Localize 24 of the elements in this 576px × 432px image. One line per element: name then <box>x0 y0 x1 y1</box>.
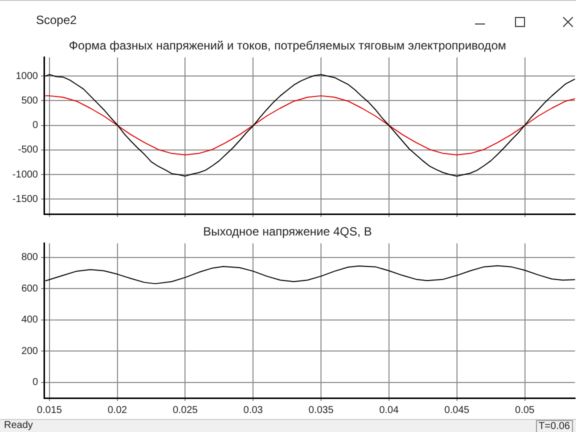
x-tick-label: 0.03 <box>243 404 264 416</box>
chart-title: Форма фазных напряжений и токов, потребляемых тяговым электроприводом <box>68 38 506 53</box>
y-tick-label: 1000 <box>16 70 38 82</box>
x-tick-label: 0.045 <box>444 404 470 416</box>
y-tick-label: 500 <box>21 95 38 106</box>
text: Scope2 <box>36 13 77 27</box>
y-tick-label: 800 <box>21 252 38 264</box>
text: T=0.06 <box>536 420 573 432</box>
y-tick-label: 600 <box>21 283 38 294</box>
y-tick-label: -1000 <box>12 169 38 180</box>
y-tick-label: -500 <box>18 144 38 156</box>
x-tick-label: 0.035 <box>308 404 334 416</box>
y-tick-label: 0 <box>32 377 38 388</box>
chart-title: Выходное напряжение 4QS, В <box>203 224 372 239</box>
x-tick-label: 0.025 <box>172 404 198 416</box>
y-tick-label: 200 <box>21 346 38 357</box>
y-tick-label: -1500 <box>12 194 38 205</box>
text: Ready <box>4 420 33 431</box>
y-tick-label: 400 <box>21 314 38 326</box>
x-tick-label: 0.02 <box>108 404 128 416</box>
x-tick-label: 0.05 <box>515 404 535 416</box>
x-tick-label: 0.04 <box>379 404 400 416</box>
x-tick-label: 0.015 <box>36 404 62 416</box>
y-tick-label: 0 <box>32 120 38 132</box>
